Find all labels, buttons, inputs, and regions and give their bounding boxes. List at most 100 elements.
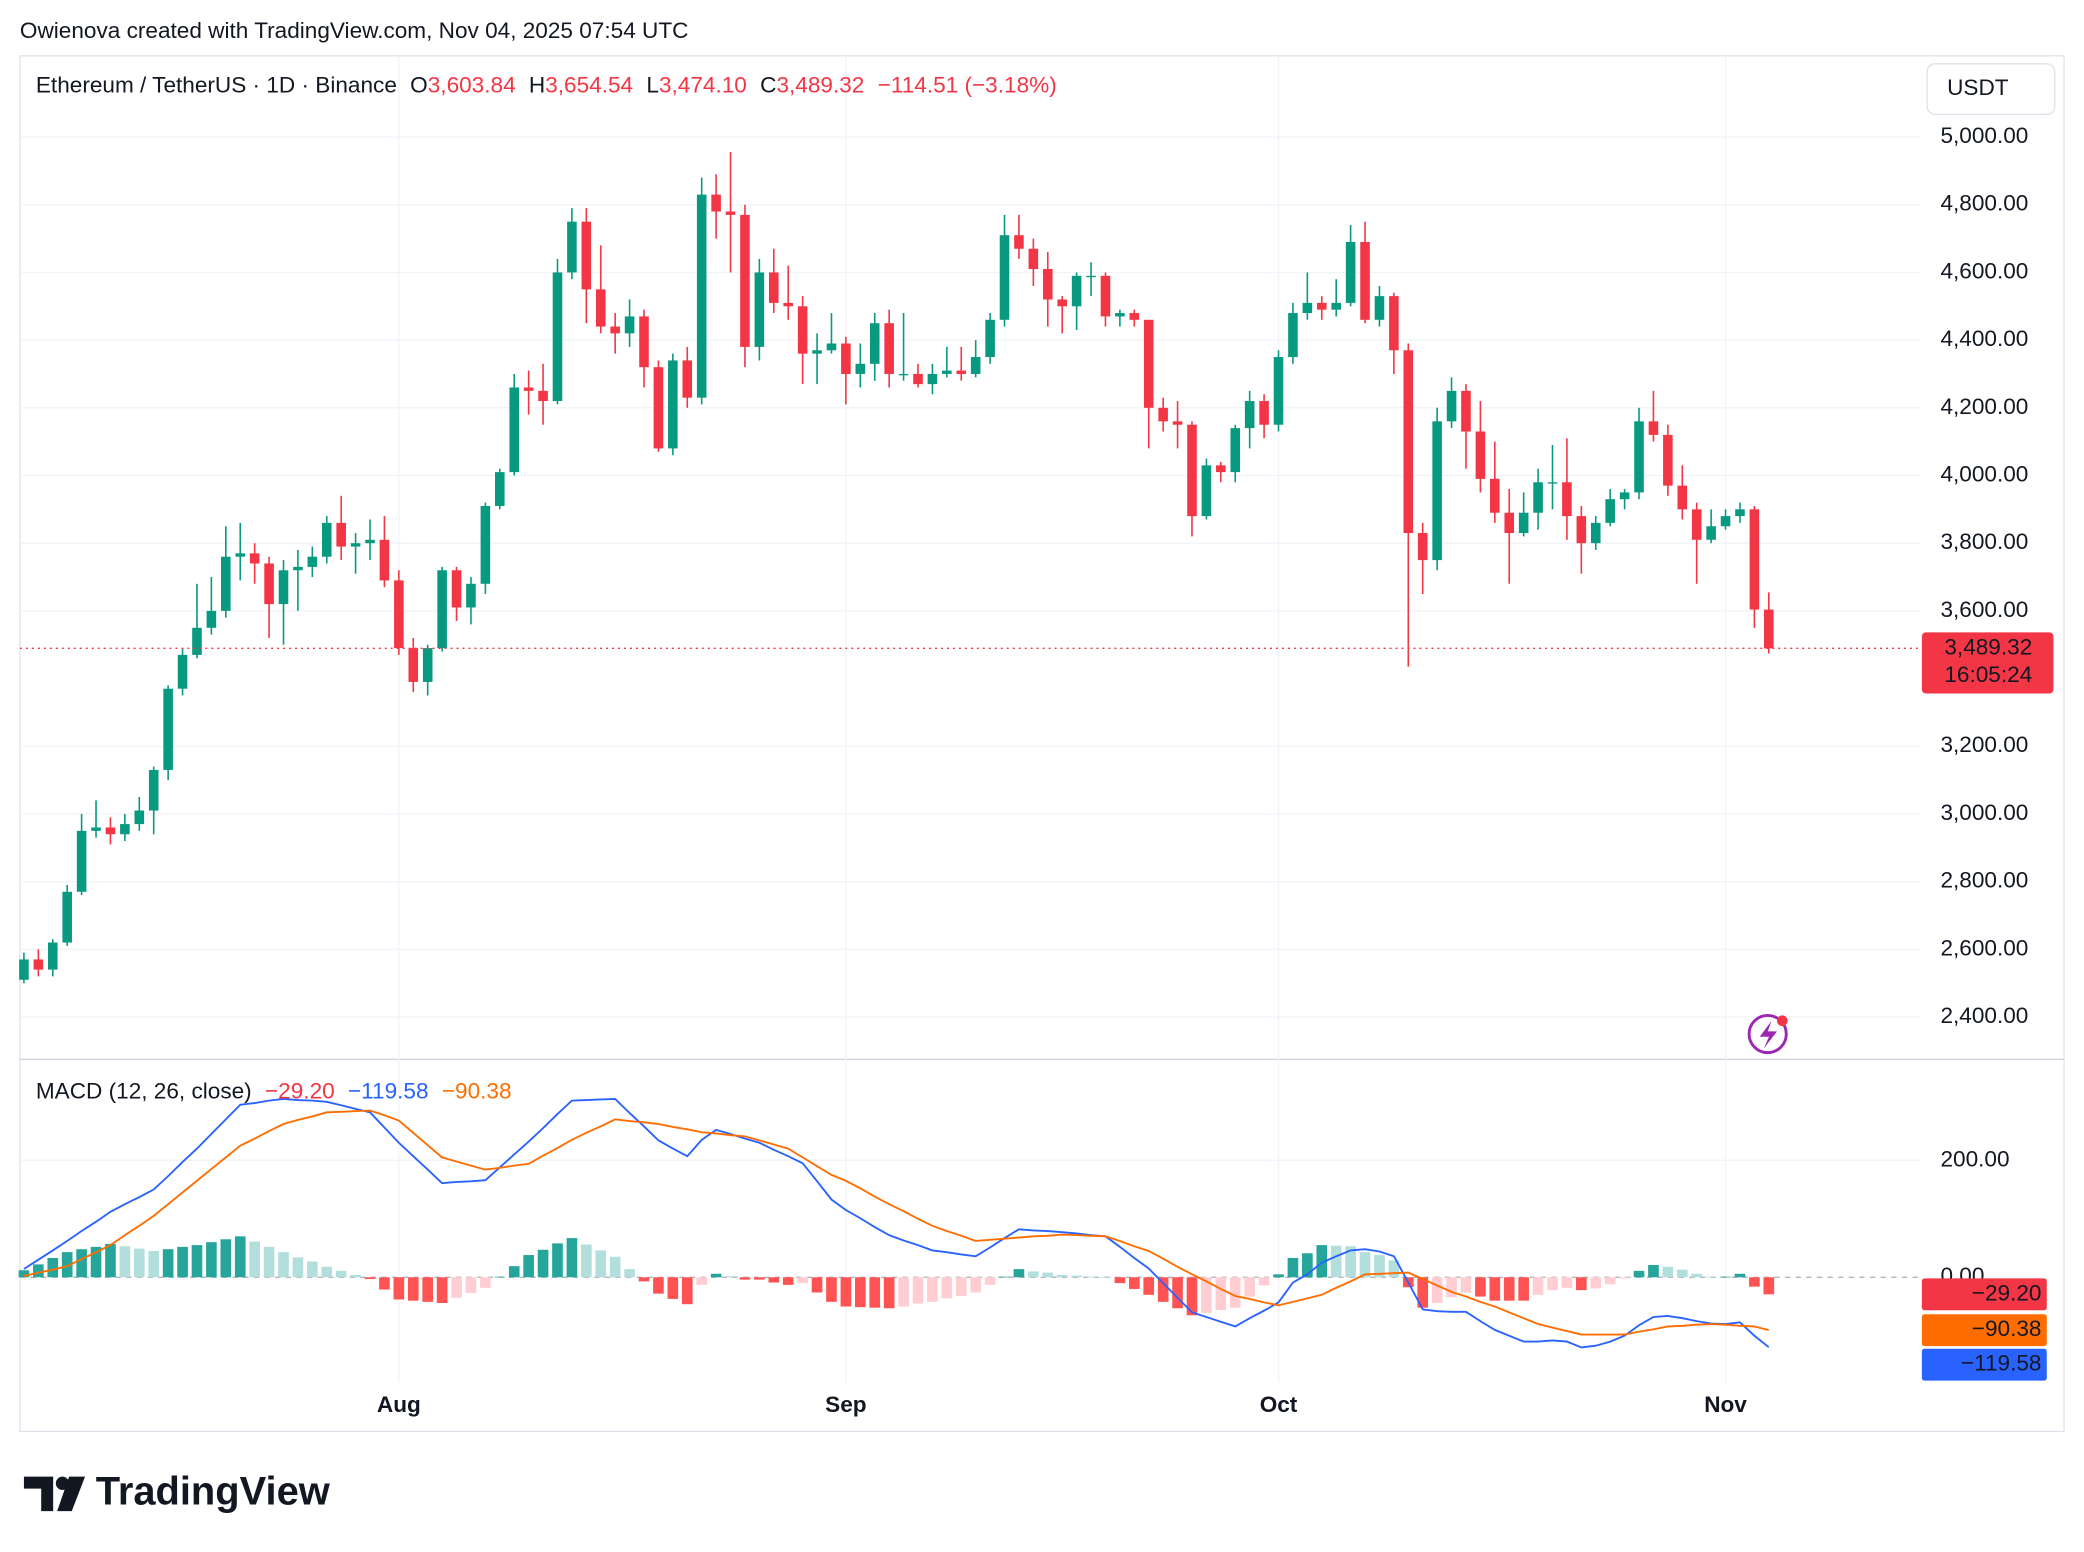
histogram-bar [1128,1277,1140,1289]
histogram-bar [1172,1277,1183,1309]
histogram-bar [1431,1277,1443,1304]
candle-body [1562,482,1572,517]
candle-body [1158,407,1168,422]
histogram-bar [1028,1271,1039,1278]
candle-body [177,654,188,689]
histogram-bar [782,1277,794,1285]
candle-body [624,316,635,334]
candle-body [105,827,116,835]
candle-body [696,194,707,398]
candle-body [148,769,159,811]
candle-body [1014,235,1024,249]
candle-body [682,360,693,398]
candle-body [480,505,491,584]
histogram-bar [1619,1277,1630,1279]
symbol: Ethereum / TetherUS · 1D · Binance [36,72,397,97]
candle-body [639,316,649,368]
candle-body [134,810,145,825]
candle-body [264,563,274,605]
histogram-bar [1273,1274,1284,1278]
histogram-bar [364,1277,376,1280]
candle-body [120,824,130,835]
histogram-bar [1633,1270,1645,1278]
candle-body [163,688,173,770]
macd-line [23,1097,1770,1349]
histogram-bar [1676,1269,1688,1278]
candle-body [898,373,909,376]
histogram-bar [480,1277,491,1288]
candle-body [235,553,246,557]
candle-body [942,370,952,374]
candle-body [1086,275,1096,278]
candle-body [1605,499,1615,523]
chart-frame [19,55,2065,1433]
histogram-bar [1186,1277,1198,1316]
currency-box[interactable] [1926,63,2056,115]
candle-body [1677,485,1688,510]
histogram-bar [177,1246,188,1278]
histogram-bar [1460,1277,1472,1293]
candle-body [1331,302,1341,310]
histogram-bar [47,1257,59,1278]
candle-body [62,891,72,943]
histogram-bar [436,1277,448,1304]
histogram-bar [335,1270,347,1278]
change: −114.51 (−3.18%) [878,72,1057,97]
histogram-bar [1071,1275,1082,1278]
alert-icon[interactable] [1747,1013,1788,1055]
histogram-bar [90,1246,102,1278]
histogram-bar [624,1269,635,1278]
candle-body [1230,428,1241,473]
candle-body [956,370,967,374]
histogram-bar [1749,1277,1760,1287]
candle-body [1244,401,1255,429]
histogram-bar [653,1277,664,1294]
candle-body [336,522,346,547]
histogram-bar [494,1276,506,1278]
histogram-bar [379,1277,390,1290]
histogram-bar [595,1250,607,1278]
histogram-bar [76,1249,87,1278]
countdown: 16:05:24 [1944,662,2032,687]
candle-body [307,556,318,567]
value-tag [1921,1348,2047,1381]
logo-text: TradingView [96,1469,331,1513]
histogram-bar [508,1266,520,1278]
candle-body [249,553,260,564]
y-tick-label: 2,800.00 [1940,868,2028,893]
histogram-bar [927,1277,938,1302]
histogram-bar [1056,1274,1068,1278]
ohlc-value: 3,654.54 [545,72,633,97]
candle-body [725,211,736,215]
candle-body [91,827,101,831]
candle-body [841,343,851,374]
ohlc-value: 3,474.10 [659,72,747,97]
candle-body [552,272,563,402]
candle-body [1042,269,1053,300]
candle-body [581,221,592,290]
histogram-bar [1244,1277,1255,1297]
macd-line [23,1109,1769,1336]
candle-body [970,357,981,374]
histogram-bar [1590,1277,1602,1289]
histogram-value: −29.20 [265,1078,335,1103]
candle-body [1576,516,1587,544]
x-tick-label: Oct [1260,1392,1298,1417]
candle-body [1533,482,1543,513]
y-tick-label: 3,000.00 [1940,800,2028,825]
candle-body [1100,275,1111,317]
histogram-bar [350,1274,361,1278]
y-tick-label: 200.00 [1940,1146,2009,1171]
candle-body [927,373,938,385]
candle-body [1129,313,1140,320]
histogram-bar [220,1239,232,1278]
candle-body [1634,421,1644,493]
candle-body [1619,492,1630,500]
histogram-bar [206,1242,217,1278]
histogram-bar [537,1249,549,1278]
candle-body [653,367,664,449]
histogram-bar [1374,1255,1385,1278]
histogram-bar [1503,1277,1515,1301]
x-tick-label: Nov [1704,1392,1747,1417]
histogram-bar [1042,1272,1054,1278]
